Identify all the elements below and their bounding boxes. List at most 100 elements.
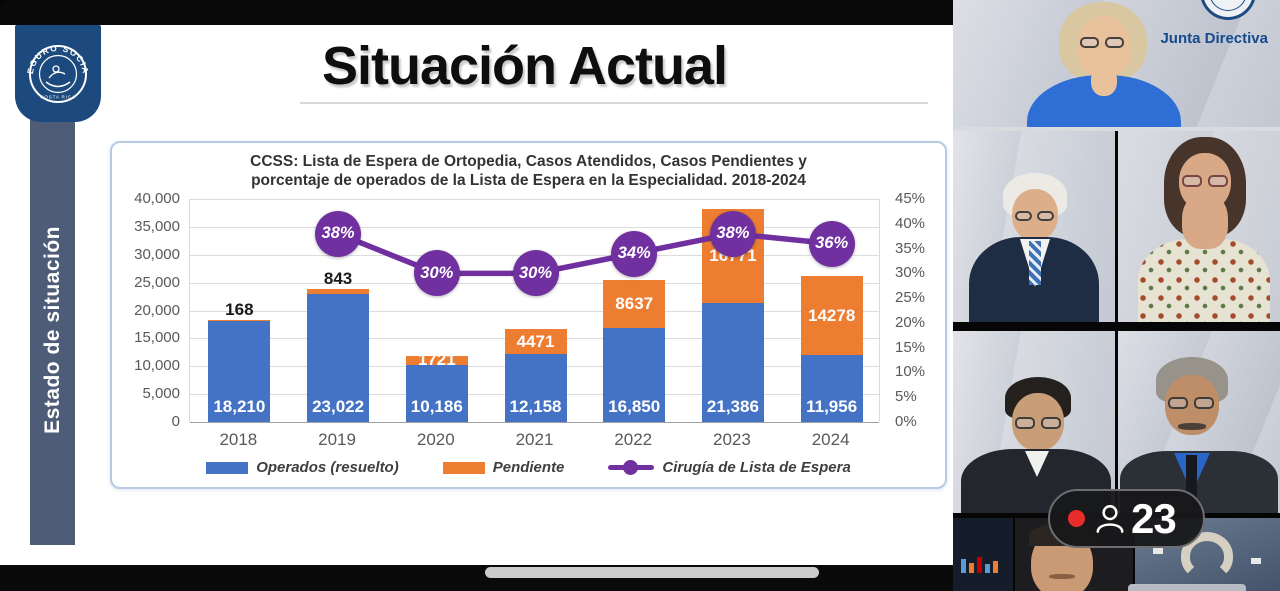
glasses-icon (1208, 175, 1228, 187)
person-hand (1091, 66, 1117, 96)
participant-panel: Junta Directiva (953, 0, 1280, 591)
chart-title: CCSS: Lista de Espera de Ortopedia, Caso… (132, 152, 925, 190)
badge-sub-text: COSTA RICA (40, 94, 76, 99)
left-axis-tick: 40,000 (134, 190, 180, 207)
left-axis-tick: 35,000 (134, 217, 180, 235)
legend-label: Cirugía de Lista de Espera (662, 459, 851, 476)
mini-bar (993, 561, 998, 573)
legend-label: Pendiente (492, 459, 565, 476)
tile-divider (953, 127, 1280, 131)
line-bubble-2023: 38% (709, 210, 756, 257)
bar-label-operados-2018: 18,210 (213, 397, 266, 416)
mini-bar (985, 564, 990, 573)
gridline (190, 226, 879, 228)
left-axis-tick: 25,000 (134, 273, 180, 291)
legend-swatch-bar (442, 461, 485, 474)
right-axis-tick: 25% (895, 289, 926, 307)
scroll-handle[interactable] (485, 567, 819, 578)
left-axis-tick: 20,000 (134, 301, 180, 319)
participant-video-3[interactable] (1118, 131, 1280, 322)
legend-label: Operados (resuelto) (256, 459, 399, 476)
bar-operados-2018 (208, 320, 271, 422)
recording-icon (1068, 510, 1085, 527)
chart-legend: Operados (resuelto) Pendiente Cirugía de L… (112, 459, 945, 476)
slide-top-black-bar (0, 0, 953, 25)
person-face (1012, 393, 1064, 451)
title-underline (300, 102, 928, 104)
bar-label-operados-2024: 11,956 (806, 397, 858, 416)
glasses-icon (1037, 211, 1054, 221)
right-axis-tick: 0% (895, 413, 917, 430)
legend-swatch-line (608, 460, 655, 475)
bottom-edge-chip[interactable] (1128, 584, 1246, 591)
person-tie (1186, 455, 1197, 497)
legend-item: Pendiente (442, 459, 565, 476)
line-bubble-2024: 36% (808, 220, 855, 267)
bar-label-operados-2021: 12,158 (509, 397, 562, 416)
boardroom-paper (1251, 558, 1261, 564)
shared-slide: Situación Actual Estado de situación SEG… (0, 25, 953, 565)
mini-bar (977, 557, 982, 573)
bar-pendiente-2018 (208, 319, 271, 322)
right-axis: 0% 5% 10% 15% 20% 25% 30% 35% 40% 45% (895, 190, 945, 430)
junta-directiva-label: Junta Directiva (1160, 30, 1268, 47)
bar-label-pendiente-2020: 1721 (417, 350, 456, 370)
chart-card: CCSS: Lista de Espera de Ortopedia, Caso… (110, 141, 947, 489)
left-axis: 0 5,000 10,000 15,000 20,000 25,000 30,000 35,0… (114, 190, 180, 430)
sidebar-section-label: Estado de situación (40, 226, 64, 434)
participant-video-2[interactable] (953, 131, 1115, 322)
glasses-icon (1168, 397, 1188, 409)
glasses-icon (1194, 397, 1214, 409)
bar-label-operados-2020: 10,186 (410, 397, 463, 416)
bar-label-pendiente-2021: 4471 (516, 331, 555, 351)
right-axis-tick: 45% (895, 190, 926, 207)
bar-label-pendiente-2022: 8637 (615, 293, 654, 313)
bar-label-pendiente-2024: 14278 (808, 305, 856, 325)
boardroom-paper (1153, 548, 1163, 554)
bar-operados-2020 (405, 365, 468, 422)
participant-count: 23 (1131, 494, 1177, 542)
participant-video-6-screenshare[interactable] (953, 518, 1013, 591)
x-label-2018: 2018 (219, 430, 258, 449)
glasses-icon (1041, 417, 1061, 429)
bar-label-pendiente-2018: 168 (225, 299, 254, 319)
x-label-2023: 2023 (713, 430, 751, 449)
participant-video-4[interactable] (953, 331, 1115, 513)
right-axis-tick: 35% (895, 239, 926, 257)
left-axis-tick: 30,000 (134, 245, 180, 263)
page-title: Situación Actual (321, 36, 728, 96)
participant-video-5[interactable] (1118, 331, 1280, 513)
x-label-2022: 2022 (614, 430, 653, 449)
glasses-icon (1080, 37, 1099, 48)
person-hands (1182, 193, 1228, 249)
bar-pendiente-2024 (800, 275, 863, 356)
bar-pendiente-2022 (603, 279, 666, 329)
gridline (190, 422, 879, 423)
bar-pendiente-2020 (405, 355, 468, 366)
right-axis-tick: 15% (895, 338, 926, 356)
glasses-icon (1015, 417, 1035, 429)
x-label-2024: 2024 (811, 430, 850, 449)
bar-operados-2022 (603, 328, 666, 422)
legend-item: Cirugía de Lista de Espera (608, 459, 851, 476)
bar-operados-2023 (701, 302, 764, 422)
right-axis-tick: 30% (895, 264, 926, 282)
line-bubble-2022: 34% (611, 230, 658, 277)
participant-video-1[interactable]: Junta Directiva (953, 0, 1280, 127)
left-axis-tick: 10,000 (134, 357, 180, 375)
bar-pendiente-2019 (307, 288, 370, 294)
x-label-2020: 2020 (416, 430, 455, 449)
glasses-icon (1105, 37, 1124, 48)
bar-operados-2021 (504, 354, 567, 422)
line-bubble-2021: 30% (512, 250, 559, 297)
x-label-2021: 2021 (515, 430, 554, 449)
person-body (1138, 239, 1270, 322)
mini-bar (961, 559, 966, 573)
person-mustache (1178, 423, 1206, 430)
recording-participant-pill[interactable]: 23 (1048, 489, 1205, 548)
right-axis-tick: 20% (895, 313, 926, 331)
participants-icon (1096, 504, 1124, 533)
person-tie (1029, 241, 1041, 285)
glasses-icon (1015, 211, 1032, 221)
right-axis-tick: 40% (895, 214, 926, 232)
